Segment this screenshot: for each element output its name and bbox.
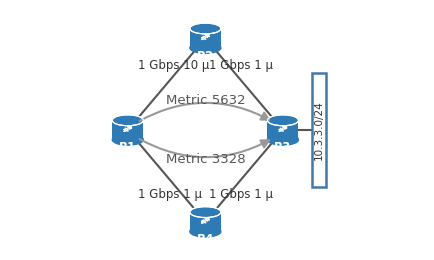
FancyBboxPatch shape xyxy=(190,29,221,48)
Text: Metric 5632: Metric 5632 xyxy=(165,94,245,107)
Ellipse shape xyxy=(190,207,221,218)
Text: 1 Gbps 1 μ: 1 Gbps 1 μ xyxy=(209,59,273,72)
Bar xyxy=(312,73,326,187)
Text: 1 Gbps 1 μ: 1 Gbps 1 μ xyxy=(209,188,273,201)
FancyBboxPatch shape xyxy=(267,120,299,140)
Text: 1 Gbps 10 μ: 1 Gbps 10 μ xyxy=(138,59,210,72)
Text: 10.3.3.0/24: 10.3.3.0/24 xyxy=(314,100,324,160)
Ellipse shape xyxy=(190,226,221,237)
Ellipse shape xyxy=(190,42,221,53)
FancyBboxPatch shape xyxy=(112,120,143,140)
FancyBboxPatch shape xyxy=(190,212,221,231)
Ellipse shape xyxy=(112,115,143,126)
Ellipse shape xyxy=(267,115,299,126)
Text: R3: R3 xyxy=(274,141,292,154)
Text: Metric 3328: Metric 3328 xyxy=(165,153,245,166)
Text: R1: R1 xyxy=(119,141,136,154)
Text: R4: R4 xyxy=(197,233,214,246)
Ellipse shape xyxy=(267,134,299,145)
Ellipse shape xyxy=(190,23,221,34)
Ellipse shape xyxy=(112,134,143,145)
Text: R2: R2 xyxy=(197,49,214,62)
Text: 1 Gbps 1 μ: 1 Gbps 1 μ xyxy=(138,188,202,201)
